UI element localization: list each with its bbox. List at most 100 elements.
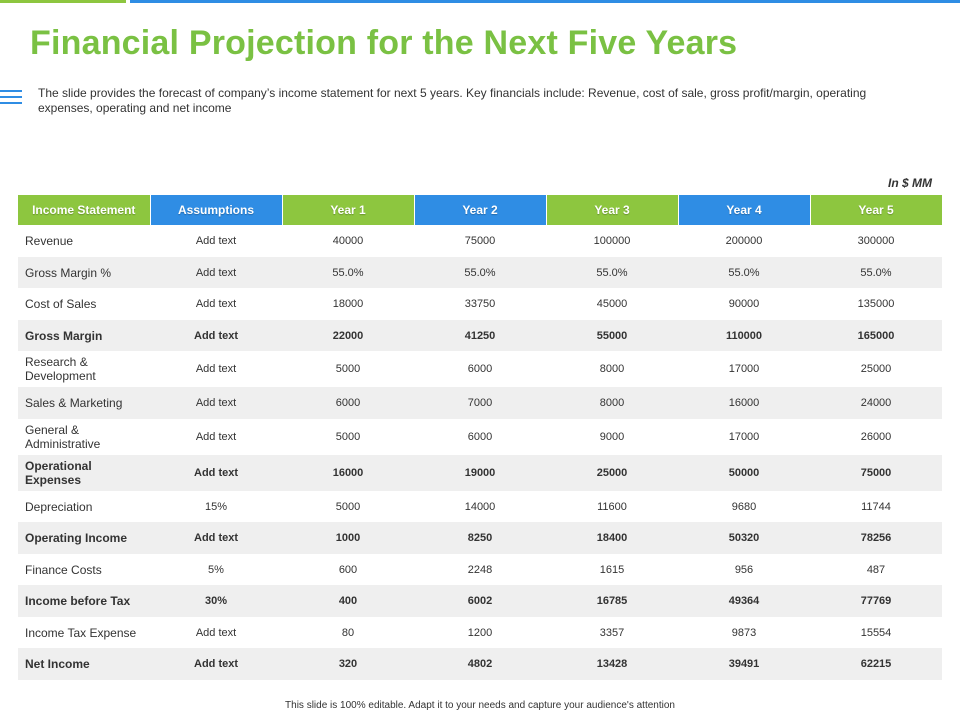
table-row: Research & Development Add text 5000 6000 80… (18, 351, 942, 387)
cell-year-3: 9000 (599, 431, 625, 443)
row-label: Sales & Marketing (18, 387, 150, 419)
header-assumptions: Assumptions (150, 195, 283, 225)
row-label: Research & Development (25, 355, 96, 383)
cell-year-5: 55.0% (810, 257, 942, 288)
cell-year-3: 55.0% (546, 257, 678, 288)
cell-assumptions: Add text (150, 387, 282, 419)
cell-year-1: 5000 (335, 431, 361, 443)
cell-year-3: 45000 (596, 298, 628, 310)
cell-year-2: 2248 (467, 563, 493, 576)
cell-year-1: 18000 (332, 298, 364, 310)
slide-description: The slide provides the forecast of compa… (38, 86, 867, 115)
cell-year-1: 16000 (282, 455, 414, 491)
cell-year-1: 55.0% (282, 257, 414, 288)
cell-year-2: 55.0% (414, 257, 546, 288)
top-accent-green (0, 0, 126, 3)
header-year-3: Year 3 (546, 195, 679, 225)
cell-year-2: 75000 (464, 235, 496, 247)
cell-year-1: 22000 (282, 320, 414, 351)
cell-year-4: 49364 (678, 585, 810, 617)
cell-year-5: 77769 (810, 585, 942, 617)
cell-year-5: 135000 (857, 298, 895, 310)
cell-year-1: 320 (282, 648, 414, 680)
cell-year-2: 6000 (467, 431, 493, 443)
cell-year-4: 55.0% (678, 257, 810, 288)
cell-assumptions: Add text (150, 257, 282, 288)
cell-year-2: 19000 (414, 455, 546, 491)
cell-year-2: 8250 (414, 522, 546, 554)
unit-note: In $ MM (888, 176, 932, 190)
table-row: Income Tax Expense Add text 80 1200 3357 9873… (18, 617, 942, 648)
table-row: Gross Margin % Add text 55.0% 55.0% 55.0% 55.… (18, 257, 942, 288)
table-row: General & Administrative Add text 5000 6000… (18, 419, 942, 455)
table-row: Income before Tax 30% 400 6002 16785 49364 777… (18, 585, 942, 617)
table-row: Finance Costs 5% 600 2248 1615 956 487 (18, 554, 942, 585)
cell-year-3: 25000 (546, 455, 678, 491)
row-label: Net Income (18, 648, 150, 680)
slide-footer: This slide is 100% editable. Adapt it to… (285, 700, 675, 711)
cell-year-5: 25000 (860, 363, 892, 375)
row-label: Operating Income (18, 522, 150, 554)
cell-assumptions: Add text (195, 235, 237, 247)
header-year-1: Year 1 (282, 195, 415, 225)
row-label: Operational Expenses (18, 455, 150, 491)
table-row: Revenue Add text 40000 75000 100000 200000 300… (18, 225, 942, 257)
cell-assumptions: Add text (195, 431, 237, 443)
header-year-4: Year 4 (678, 195, 811, 225)
cell-year-2: 14000 (464, 500, 496, 513)
cell-year-4: 956 (734, 563, 754, 576)
slide-title: Financial Projection for the Next Five Y… (30, 24, 738, 62)
cell-year-2: 1200 (467, 626, 493, 639)
cell-year-4: 200000 (725, 235, 763, 247)
table-row: Operating Income Add text 1000 8250 18400 503… (18, 522, 942, 554)
cell-assumptions: 15% (204, 500, 228, 513)
row-label: Gross Margin (18, 320, 150, 351)
cell-year-3: 55000 (546, 320, 678, 351)
cell-year-3: 100000 (593, 235, 631, 247)
cell-year-3: 1615 (599, 563, 625, 576)
cell-year-4: 50320 (678, 522, 810, 554)
row-label: Revenue (25, 234, 74, 248)
cell-year-1: 5000 (335, 500, 361, 513)
row-label: Gross Margin % (18, 257, 150, 288)
cell-year-3: 8000 (546, 387, 678, 419)
cell-year-4: 17000 (728, 363, 760, 375)
table-row: Cost of Sales Add text 18000 33750 45000 9000… (18, 288, 942, 320)
cell-year-5: 11744 (861, 500, 891, 513)
cell-year-1: 40000 (332, 235, 364, 247)
cell-assumptions: Add text (150, 648, 282, 680)
table-row: Gross Margin Add text 22000 41250 55000 11000… (18, 320, 942, 351)
cell-year-5: 26000 (860, 431, 892, 443)
table-row: Sales & Marketing Add text 6000 7000 8000 160… (18, 387, 942, 419)
cell-year-3: 8000 (599, 363, 625, 375)
cell-year-4: 90000 (728, 298, 760, 310)
cell-year-3: 3357 (599, 626, 625, 639)
cell-year-4: 110000 (678, 320, 810, 351)
cell-year-2: 4802 (414, 648, 546, 680)
row-label: Income Tax Expense (25, 625, 137, 640)
cell-year-2: 33750 (464, 298, 496, 310)
cell-assumptions: Add text (150, 455, 282, 491)
cell-assumptions: Add text (195, 363, 237, 375)
cell-year-2: 6002 (414, 585, 546, 617)
cell-year-1: 1000 (282, 522, 414, 554)
cell-year-1: 5000 (335, 363, 361, 375)
menu-lines-icon (0, 90, 22, 106)
cell-year-1: 6000 (282, 387, 414, 419)
cell-year-5: 78256 (810, 522, 942, 554)
top-accent-blue (130, 0, 960, 3)
cell-assumptions: 30% (150, 585, 282, 617)
cell-year-1: 400 (282, 585, 414, 617)
row-label: Cost of Sales (25, 297, 97, 311)
cell-year-5: 300000 (857, 235, 895, 247)
cell-year-4: 39491 (678, 648, 810, 680)
table-row: Net Income Add text 320 4802 13428 39491 62215 (18, 648, 942, 680)
row-label: Income before Tax (18, 585, 150, 617)
cell-year-5: 62215 (810, 648, 942, 680)
header-income-statement: Income Statement (18, 195, 151, 225)
cell-year-3: 11600 (597, 500, 627, 513)
row-label: Finance Costs (25, 562, 102, 577)
cell-year-2: 6000 (467, 363, 493, 375)
